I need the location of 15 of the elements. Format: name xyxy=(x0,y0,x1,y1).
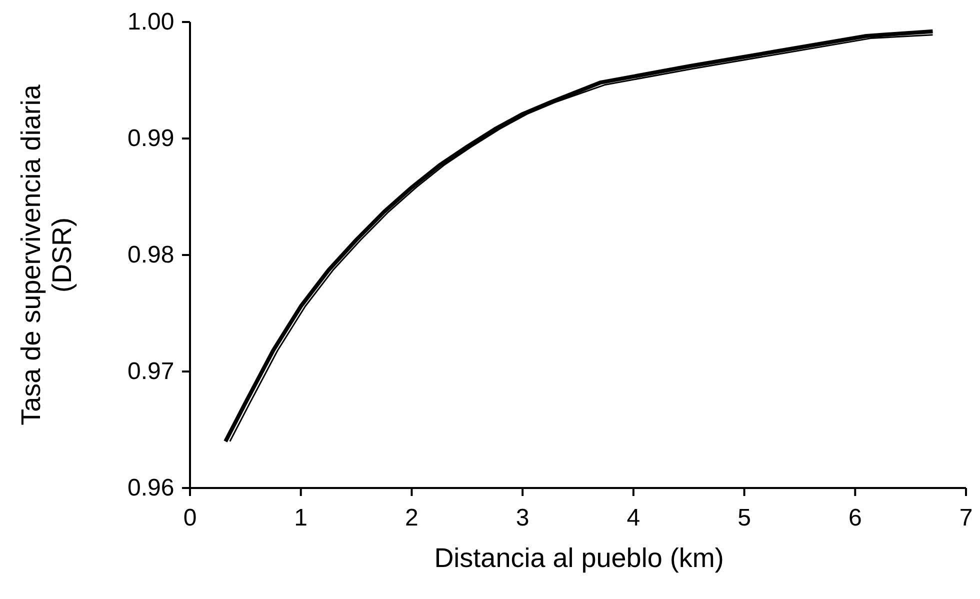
x-tick-label: 3 xyxy=(516,504,530,532)
x-tick-label: 5 xyxy=(738,504,751,532)
x-tick-label: 2 xyxy=(405,504,418,532)
x-tick-label: 0 xyxy=(183,504,197,532)
x-tick-label: 1 xyxy=(294,504,308,532)
y-tick-label: 0.96 xyxy=(127,474,174,502)
y-axis-title: Tasa de supervivencia diaria (DSR) xyxy=(16,84,78,426)
x-tick-label: 6 xyxy=(848,504,862,532)
y-tick-label: 1.00 xyxy=(127,8,174,36)
x-axis-title: Distancia al pueblo (km) xyxy=(434,543,724,573)
y-tick-label: 0.98 xyxy=(127,242,174,269)
y-tick-label: 0.99 xyxy=(127,125,174,152)
y-tick-label: 0.97 xyxy=(127,358,174,386)
x-tick-label: 4 xyxy=(626,504,640,532)
x-tick-label: 7 xyxy=(959,504,973,532)
